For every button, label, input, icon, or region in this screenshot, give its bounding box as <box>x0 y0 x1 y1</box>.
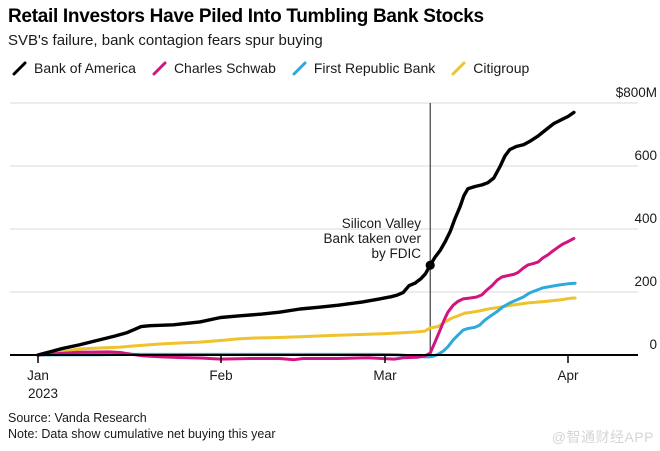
watermark: @智通财经APP <box>551 429 654 445</box>
x-axis-labels: Jan Feb Mar Apr 2023 <box>27 368 579 401</box>
legend-item-charles-schwab: Charles Schwab <box>152 60 276 76</box>
data-note: Note: Data show cumulative net buying th… <box>8 427 276 441</box>
page-title: Retail Investors Have Piled Into Tumblin… <box>8 6 484 27</box>
series-lines <box>36 110 577 362</box>
y-tick-label: 0 <box>649 337 657 352</box>
series-line-citigroup <box>36 296 577 357</box>
y-tick-label: 400 <box>634 211 657 226</box>
series-line-bank-of-america <box>36 110 576 357</box>
legend-label: Citigroup <box>473 60 530 76</box>
y-tick-label: 200 <box>634 274 657 289</box>
legend-item-citigroup: Citigroup <box>451 60 529 76</box>
x-axis <box>10 354 638 363</box>
line-swatch-icon <box>12 61 27 75</box>
y-tick-label: 600 <box>634 148 657 163</box>
annotation-svb: Silicon Valley Bank taken over by FDIC <box>323 216 421 261</box>
source-note: Source: Vanda Research <box>8 411 147 425</box>
x-tick-label: Mar <box>373 368 397 383</box>
event-marker-dot <box>425 260 435 270</box>
x-tick-label: Apr <box>557 368 579 383</box>
legend-label: Charles Schwab <box>173 60 276 76</box>
series-line-charles-schwab <box>36 236 576 362</box>
legend-item-first-republic-bank: First Republic Bank <box>292 60 435 76</box>
legend-label: First Republic Bank <box>313 60 436 76</box>
legend-item-bank-of-america: Bank of America <box>12 60 136 76</box>
legend: Bank of America Charles Schwab First Rep… <box>12 60 529 76</box>
y-axis-labels: $800M 600 400 200 0 <box>616 85 657 352</box>
annotation-line: by FDIC <box>371 246 421 261</box>
line-swatch-icon <box>152 61 167 75</box>
page-subtitle: SVB's failure, bank contagion fears spur… <box>8 32 323 49</box>
line-swatch-icon <box>451 61 466 75</box>
annotation-line: Bank taken over <box>323 231 421 246</box>
x-axis-year-label: 2023 <box>28 386 58 401</box>
x-tick-label: Feb <box>209 368 232 383</box>
annotation-line: Silicon Valley <box>342 216 422 231</box>
x-tick-label: Jan <box>27 368 49 383</box>
line-swatch-icon <box>292 61 307 75</box>
legend-label: Bank of America <box>34 60 136 76</box>
y-tick-label: $800M <box>616 85 657 100</box>
